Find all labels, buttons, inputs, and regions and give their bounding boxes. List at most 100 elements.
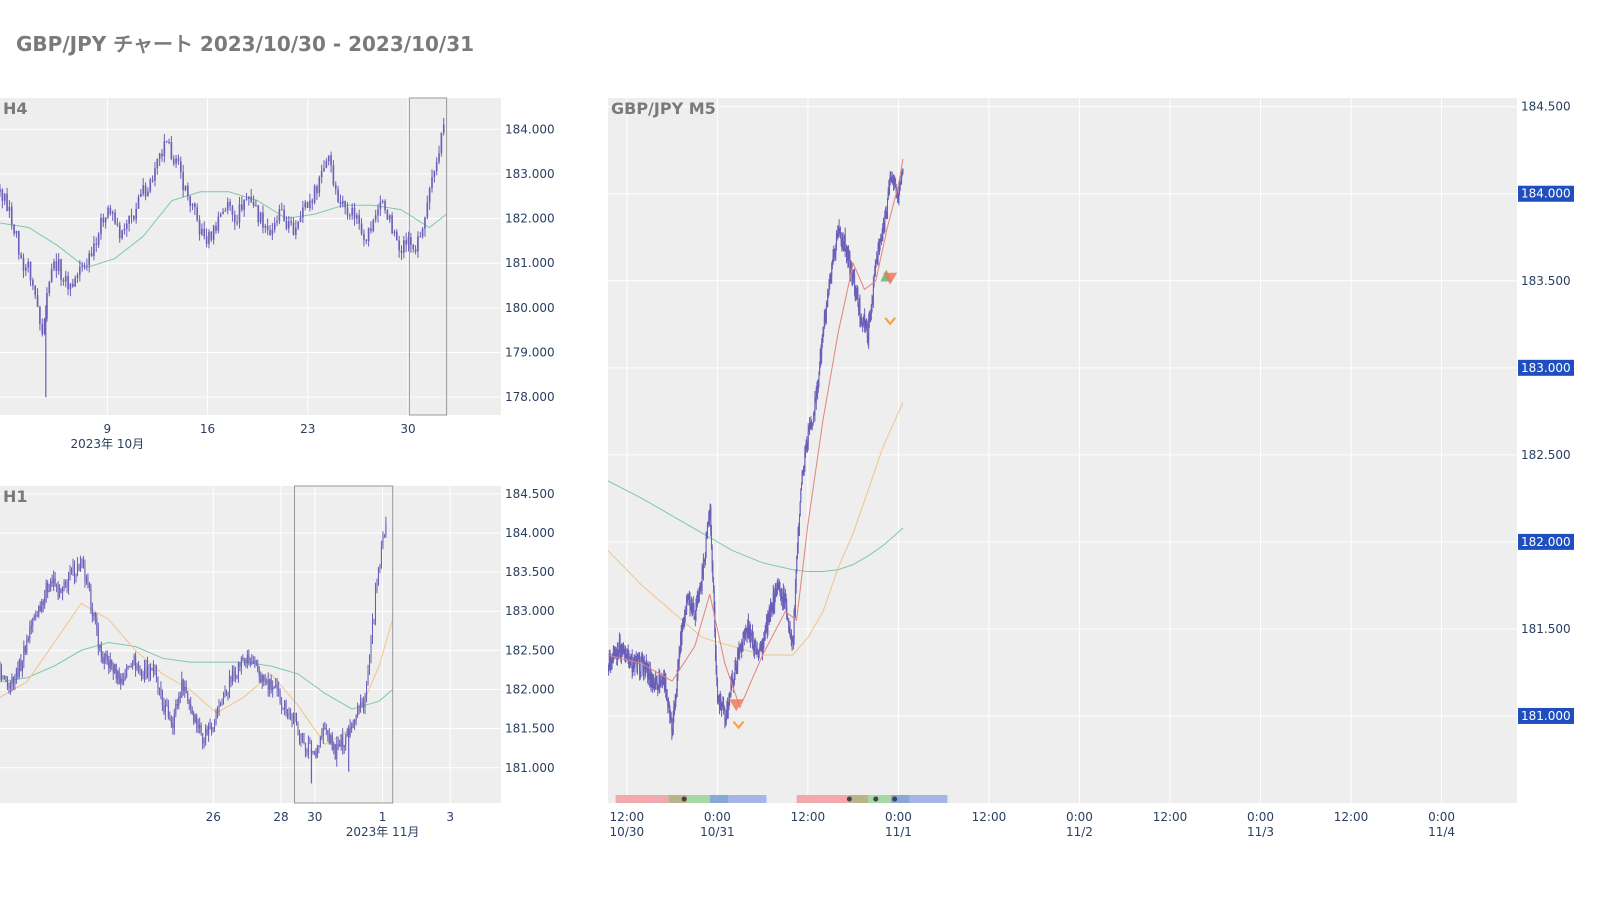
candle-body [318, 177, 321, 194]
candle-body [233, 214, 236, 223]
candle-body [625, 650, 627, 655]
candle-body [20, 659, 22, 672]
candle-body [190, 703, 192, 709]
candle-body [827, 291, 829, 307]
candle-body [805, 450, 807, 453]
candle-body [652, 678, 654, 687]
candle-body [761, 642, 763, 645]
candle-body [815, 397, 817, 402]
candle-body [426, 202, 429, 218]
candle-body [722, 703, 724, 706]
candle-body [53, 578, 55, 584]
candle-body [679, 650, 681, 652]
candle-body [807, 442, 809, 450]
candle-body [826, 306, 828, 308]
candle-body [814, 397, 816, 416]
y-tick-label: 181.000 [505, 761, 555, 775]
candle-body [624, 650, 626, 661]
candle-body [732, 679, 734, 686]
candle-body [774, 598, 776, 606]
candle-body [880, 236, 882, 242]
candle-body [29, 261, 32, 281]
candle-body [800, 489, 802, 503]
candle-body [102, 657, 104, 663]
candle-body [620, 652, 622, 657]
candle-body [319, 737, 321, 746]
candle-body [370, 228, 372, 231]
candle-body [895, 186, 897, 193]
candle-body [20, 254, 22, 258]
candle-body [758, 650, 760, 653]
m5-chart[interactable]: 181.000 181.500 182.000 182.500 183.000 183.5… [605, 60, 1600, 850]
candle-body [349, 215, 351, 217]
h4-chart[interactable]: 178.000 179.000 180.000 181.000 182.000 183.0… [0, 60, 600, 520]
candle-body [407, 237, 410, 245]
candle-body [899, 182, 901, 188]
candle-body [38, 606, 40, 616]
candle-body [612, 656, 614, 658]
h1-chart[interactable]: 181.000 181.500 182.000 182.500 183.000 183.5… [0, 450, 600, 850]
candle-body [622, 644, 624, 652]
candle-body [287, 221, 290, 229]
candle-body [694, 615, 696, 618]
candle-body [635, 656, 637, 658]
candle-body [644, 667, 646, 673]
candle-body [288, 712, 290, 716]
candle-body [24, 646, 26, 653]
candle-body [142, 675, 144, 677]
candle-body [189, 196, 191, 206]
candle-body [280, 209, 283, 211]
candle-body [649, 669, 651, 681]
candle-body [304, 202, 307, 208]
candle-body [629, 656, 631, 662]
candle-body [841, 242, 843, 246]
y-tick-label: 182.500 [505, 643, 555, 657]
candle-body [419, 236, 422, 238]
candle-body [608, 666, 610, 672]
candle-body [60, 588, 62, 593]
candle-body [772, 592, 774, 611]
candle-body [214, 724, 216, 728]
candle-body [300, 735, 302, 740]
candle-body [36, 615, 38, 617]
candle-body [786, 606, 788, 616]
y-tick-label: 183.000 [505, 167, 555, 181]
candle-body [680, 633, 682, 645]
candle-body [278, 209, 281, 222]
x-tick-label: 0:00 [1428, 810, 1455, 824]
candle-body [144, 667, 146, 676]
candle-body [830, 275, 832, 281]
candle-body [813, 414, 815, 423]
candle-body [678, 661, 680, 663]
panel-title: GBP/JPY M5 [611, 99, 716, 118]
candle-body [167, 705, 169, 718]
candle-body [227, 692, 229, 694]
candle-body [779, 584, 781, 596]
candle-body [700, 586, 702, 589]
candle-body [178, 696, 180, 706]
candle-body [241, 204, 243, 211]
candle-body [774, 589, 776, 599]
candle-body [62, 588, 64, 593]
candle-body [654, 684, 656, 686]
exit-signal-icon [732, 721, 745, 730]
candle-body [118, 224, 121, 239]
candle-body [889, 179, 891, 188]
candle-body [249, 661, 251, 663]
x-tick-sublabel: 2023年 11月 [346, 825, 420, 839]
candle-body [881, 234, 883, 237]
candle-body [619, 638, 621, 653]
candle-body [273, 686, 275, 688]
candle-body [672, 731, 674, 735]
candle-body [123, 228, 126, 231]
x-tick-sublabel: 10/30 [610, 825, 645, 839]
candle-body [114, 212, 116, 224]
candle-body [755, 645, 757, 654]
candle-body [421, 228, 424, 237]
candle-body [327, 730, 329, 735]
candle-body [151, 668, 153, 670]
candle-body [339, 201, 342, 205]
candle-body [856, 290, 858, 295]
candle-body [692, 604, 694, 611]
panel-title: H1 [3, 487, 28, 506]
